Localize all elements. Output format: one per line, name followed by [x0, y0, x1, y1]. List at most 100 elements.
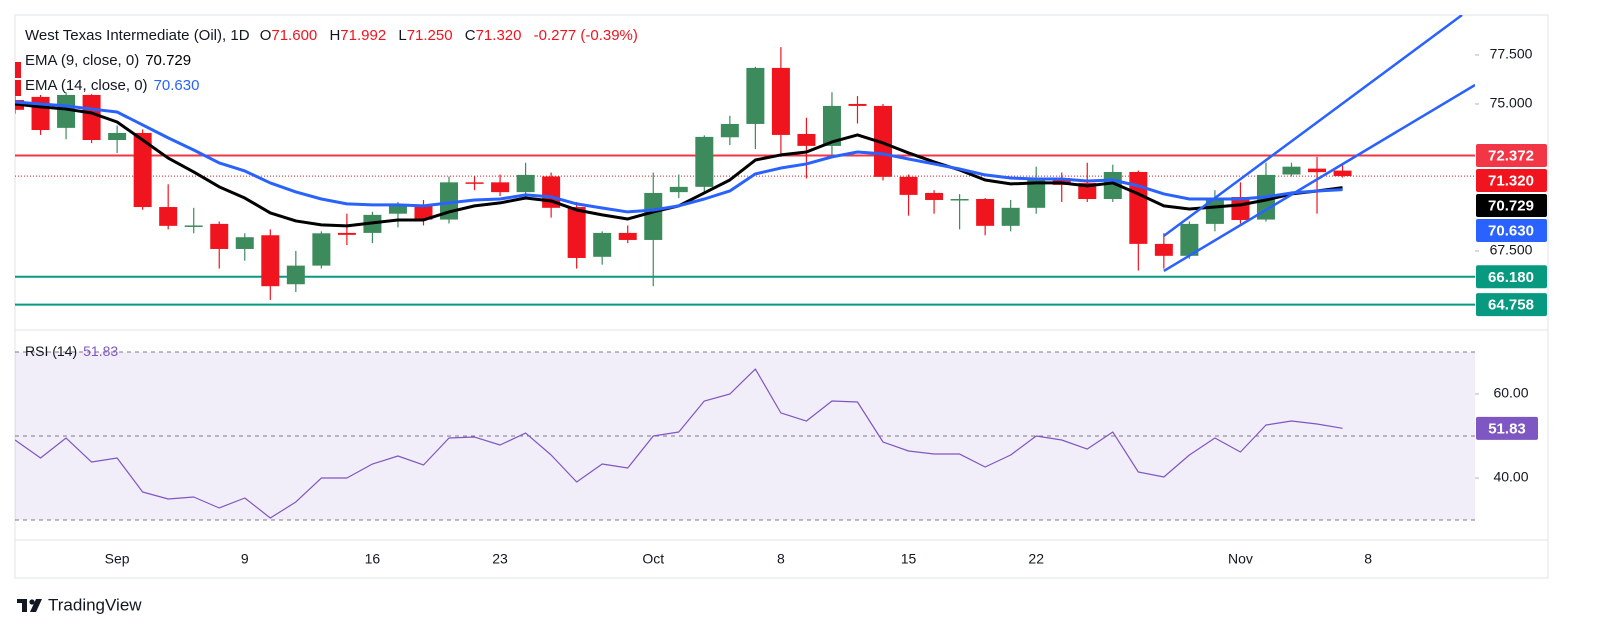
candle-body: [899, 176, 918, 195]
flag-marker: [15, 62, 21, 78]
x-tick-label: 23: [492, 551, 508, 567]
ohlc-value: 71.600: [271, 27, 318, 44]
y-tick-label: 77.500: [1490, 46, 1533, 62]
candle-body: [57, 94, 76, 128]
candle-body: [1078, 182, 1097, 200]
candle-body: [235, 237, 254, 249]
candle-body: [286, 265, 305, 285]
logo: TradingView: [17, 595, 142, 614]
candle-body: [746, 67, 765, 124]
ohlc-value: 71.250: [406, 27, 453, 44]
change: -0.277 (-0.39%): [533, 27, 638, 44]
candle-body: [950, 199, 969, 201]
trend-line: [1163, 15, 1463, 237]
symbol-title: West Texas Intermediate (Oil), 1D: [25, 27, 250, 44]
price-pane: [15, 15, 1475, 306]
rsi-pane: [15, 351, 1475, 521]
legend-value: 70.729: [145, 52, 192, 69]
candle-body: [976, 199, 995, 226]
x-tick-label: 22: [1028, 551, 1044, 567]
legend-name: EMA (14, close, 0): [25, 77, 148, 94]
price-badge-label: 71.320: [1488, 172, 1534, 189]
candle-body: [1001, 207, 1020, 226]
candle-body: [669, 186, 688, 193]
candle-body: [695, 136, 714, 187]
candle-body: [1282, 166, 1301, 175]
candle-body: [567, 207, 586, 258]
candle-body: [925, 192, 944, 200]
candle-body: [593, 232, 612, 257]
x-tick-label: Sep: [105, 551, 130, 567]
axes: Sep 9 16 23 Oct 8 15 22 Nov 8 67.500 75.000 77.500 72…: [105, 46, 1547, 567]
y-tick-label: 40.00: [1493, 469, 1528, 485]
price-badge: [1476, 168, 1547, 192]
candle-body: [1129, 171, 1148, 244]
candle-body: [261, 235, 280, 287]
ohlc-key: H: [329, 27, 341, 44]
x-tick-label: Oct: [642, 551, 664, 567]
legend-value: 51.83: [83, 343, 119, 359]
rsi-badge-label: 51.83: [1488, 420, 1526, 437]
candle-body: [848, 103, 867, 106]
candle-body: [82, 94, 101, 141]
price-badge: [1476, 218, 1547, 242]
candle-body: [1333, 170, 1352, 177]
ohlc-key: O: [259, 27, 272, 44]
y-tick-label: 75.000: [1490, 95, 1533, 111]
brand: TradingView: [48, 595, 142, 614]
legend-title-row: West Texas Intermediate (Oil), 1D O71.60…: [25, 27, 646, 44]
candle-body: [1154, 243, 1173, 256]
price-badge-label: 72.372: [1488, 147, 1534, 164]
price-badge-label: 64.758: [1488, 297, 1534, 314]
ohlc-key: L: [398, 27, 407, 44]
x-tick-label: 16: [365, 551, 381, 567]
x-tick-label: 15: [901, 551, 917, 567]
candle-body: [797, 133, 816, 146]
price-badge-label: 70.729: [1488, 197, 1534, 214]
candle-body: [465, 182, 484, 184]
legend-rsi: RSI (14) 51.83: [25, 343, 124, 359]
rsi-line: [15, 368, 1343, 519]
candle-body: [491, 182, 510, 193]
candle-body: [516, 174, 535, 193]
candle-body: [720, 123, 739, 138]
y-tick-label: 67.500: [1490, 242, 1533, 258]
price-badge-label: 70.630: [1488, 222, 1534, 239]
rsi-badge: [1476, 416, 1538, 440]
logo-shape: [29, 599, 35, 605]
price-badge: [1476, 293, 1547, 317]
trend-line: [1163, 83, 1475, 272]
candle-body: [1205, 198, 1224, 224]
ohlc-value: 71.320: [475, 27, 522, 44]
logo-shape: [22, 599, 27, 612]
candle-body: [1180, 223, 1199, 256]
x-tick-label: 8: [777, 551, 785, 567]
logo-shape: [30, 599, 42, 612]
frame: [14, 14, 1549, 579]
x-tick-label: 9: [241, 551, 249, 567]
candle-body: [31, 96, 50, 131]
price-badge: [1476, 143, 1547, 167]
y-tick-label: 60.00: [1493, 385, 1528, 401]
price-badge-label: 66.180: [1488, 269, 1534, 286]
legend-ema14: EMA (14, close, 0) 70.630: [25, 77, 205, 94]
ohlc-value: 71.992: [340, 27, 387, 44]
x-tick-label: Nov: [1228, 551, 1253, 567]
price-badge: [1476, 265, 1547, 289]
price-badge: [1476, 193, 1547, 217]
candle-body: [108, 132, 127, 141]
candle-body: [210, 223, 229, 249]
ohlc-key: C: [464, 27, 476, 44]
ema-line: [15, 100, 1343, 214]
candle-body: [618, 232, 637, 240]
candle-body: [133, 132, 152, 208]
candle-body: [388, 204, 407, 214]
candle-body: [159, 207, 178, 226]
candle-body: [414, 204, 433, 220]
candle-body: [337, 232, 356, 235]
flag-marker: [15, 80, 21, 96]
candle-body: [312, 233, 331, 266]
legend-name: EMA (9, close, 0): [25, 52, 140, 69]
